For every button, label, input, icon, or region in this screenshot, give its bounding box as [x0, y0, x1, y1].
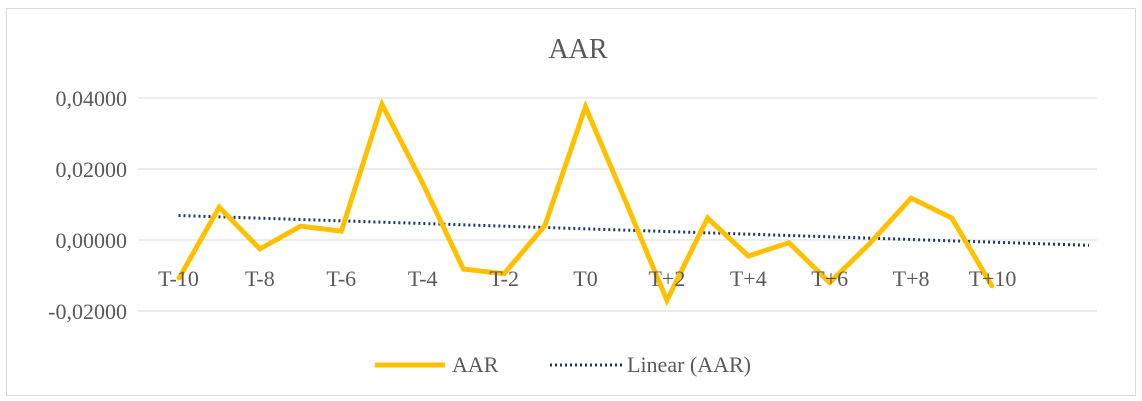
x-tick-label: T-6 [326, 266, 356, 291]
series-layer [176, 97, 995, 307]
y-tick-label: -0,02000 [48, 299, 127, 324]
y-tick-label: 0,00000 [56, 228, 128, 253]
data-point-aar [991, 285, 994, 289]
y-tick-label: 0,02000 [56, 157, 128, 182]
data-point-aar [909, 196, 913, 200]
chart-title: AAR [548, 34, 607, 65]
x-tick-label: T+2 [648, 266, 685, 291]
data-point-aar [177, 277, 180, 281]
data-point-aar [624, 201, 628, 205]
data-point-aar [950, 216, 954, 220]
data-point-aar [421, 181, 425, 185]
data-point-aar [787, 241, 791, 245]
data-point-aar [380, 102, 384, 106]
x-tick-label: T-10 [158, 266, 199, 291]
data-point-aar [461, 267, 465, 271]
data-point-aar [706, 216, 710, 220]
legend-label-linear: Linear (AAR) [627, 352, 751, 377]
y-axis-ticks: 0,04000 0,02000 0,00000 -0,02000 [48, 86, 127, 324]
legend: AAR Linear (AAR) [375, 352, 751, 377]
x-tick-label: T+10 [969, 266, 1017, 291]
data-point-aar [339, 229, 343, 233]
data-point-aar [299, 224, 303, 228]
data-point-aar [543, 224, 547, 228]
legend-label-aar: AAR [452, 352, 499, 377]
y-tick-label: 0,04000 [56, 86, 128, 111]
data-point-aar [868, 241, 872, 245]
data-point-aar [746, 254, 750, 258]
x-tick-label: T-8 [245, 266, 275, 291]
x-tick-label: T-4 [408, 266, 438, 291]
data-point-aar [502, 272, 506, 276]
data-point-aar [828, 281, 832, 285]
x-tick-label: T+4 [730, 266, 767, 291]
data-point-aar [665, 298, 669, 302]
data-point-aar [258, 247, 262, 251]
gridlines [138, 97, 1097, 312]
x-tick-label: T-2 [489, 266, 519, 291]
chart-frame [6, 8, 1136, 396]
x-axis-ticks: T-10 T-8 T-6 T-4 T-2 T0 T+2 T+4 T+6 T+8 T+10 [158, 266, 1016, 291]
trendline-layer [178, 214, 1090, 247]
data-point-aar [584, 105, 587, 109]
x-tick-label: T0 [573, 266, 597, 291]
data-point-aar [217, 205, 221, 209]
x-tick-label: T+6 [811, 266, 848, 291]
x-tick-label: T+8 [893, 266, 930, 291]
trendline-linear-aar [178, 214, 1090, 247]
